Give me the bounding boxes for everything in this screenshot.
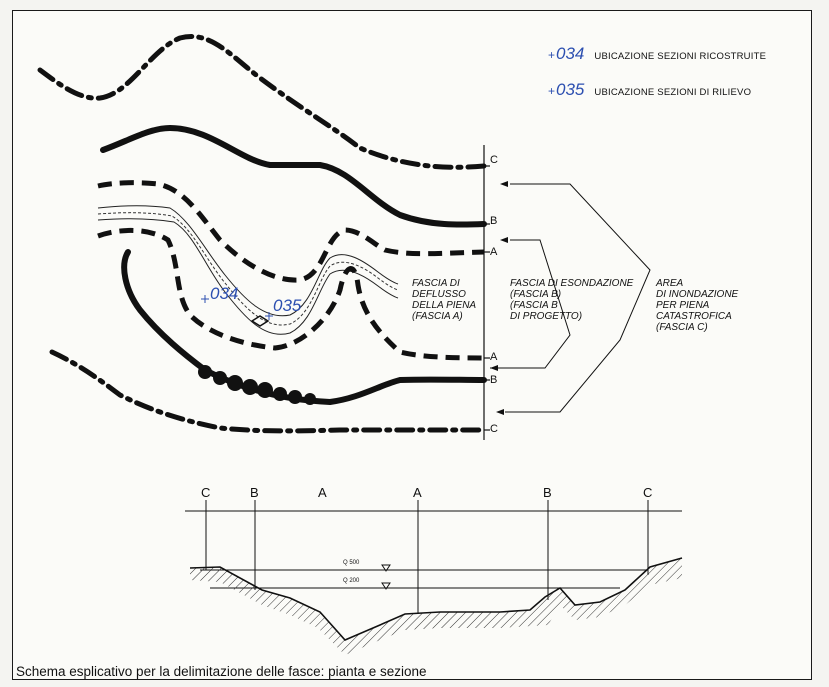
legend-label: UBICAZIONE SEZIONI RICOSTRUITE: [594, 51, 767, 62]
river-bank-upper: [97, 205, 399, 317]
section-label-a-right: A: [413, 485, 422, 500]
boundary-c-lower: [49, 349, 487, 434]
axis-ticks: [484, 165, 490, 431]
boundary-b-upper: [100, 124, 487, 228]
section-label-c-left: C: [201, 485, 211, 500]
fascia-b-leaders: [490, 239, 571, 369]
arrow-head: [500, 237, 508, 243]
level-label-q200: Q 200: [343, 578, 360, 584]
fascia-b-label: FASCIA DI ESONDAZIONE (FASCIA B) (FASCIA …: [510, 278, 634, 322]
boundary-a-upper: [97, 180, 485, 283]
section-cross-035: [265, 312, 273, 320]
boundary-c-upper: [37, 34, 487, 170]
section-label-b-left: B: [250, 485, 259, 500]
level-marker-q200: [381, 582, 391, 590]
legend-item-surveyed: +035 UBICAZIONE SEZIONI DI RILIEVO: [548, 80, 751, 100]
terrain-profile: [189, 557, 683, 641]
boundary-b-beads: [198, 365, 316, 405]
legend-number: +035: [548, 80, 585, 99]
level-marker-q500: [381, 564, 391, 572]
terrain-hatch: [190, 558, 682, 655]
section-cross-034: [201, 295, 209, 303]
boundary-b-lower: [121, 249, 487, 406]
section-point-034: 034: [210, 284, 239, 303]
arrow-head: [496, 409, 504, 415]
river-bank-lower: [97, 218, 399, 335]
fascia-c-leaders: [505, 183, 651, 413]
edge-label-a-top: A: [490, 246, 498, 258]
section-label-c-right: C: [643, 485, 653, 500]
river-bank-dotted: [97, 212, 399, 326]
arrow-head: [500, 181, 508, 187]
section-verticals: [205, 500, 649, 614]
legend-label: UBICAZIONE SEZIONI DI RILIEVO: [594, 87, 752, 98]
arrow-head: [490, 365, 498, 371]
river-marker: [250, 315, 270, 327]
edge-label-c-bottom: C: [490, 423, 498, 435]
edge-label-c-top: C: [490, 154, 498, 166]
edge-label-a-bottom: A: [490, 351, 498, 363]
section-label-b-right: B: [543, 485, 552, 500]
edge-label-b-bottom: B: [490, 374, 498, 386]
legend-item-reconstructed: +034 UBICAZIONE SEZIONI RICOSTRUITE: [548, 44, 766, 64]
level-label-q500: Q 500: [343, 560, 360, 566]
edge-label-b-top: B: [490, 215, 498, 227]
section-point-035: 035: [273, 296, 302, 315]
figure-caption: Schema esplicativo per la delimitazione …: [16, 664, 427, 679]
section-label-a-left: A: [318, 485, 327, 500]
legend-number: +034: [548, 44, 585, 63]
fascia-c-label: AREA DI INONDAZIONE PER PIENA CATASTROFICA…: [656, 278, 739, 333]
fascia-a-label: FASCIA DI DEFLUSSO DELLA PIENA (FASCIA A): [412, 278, 477, 322]
